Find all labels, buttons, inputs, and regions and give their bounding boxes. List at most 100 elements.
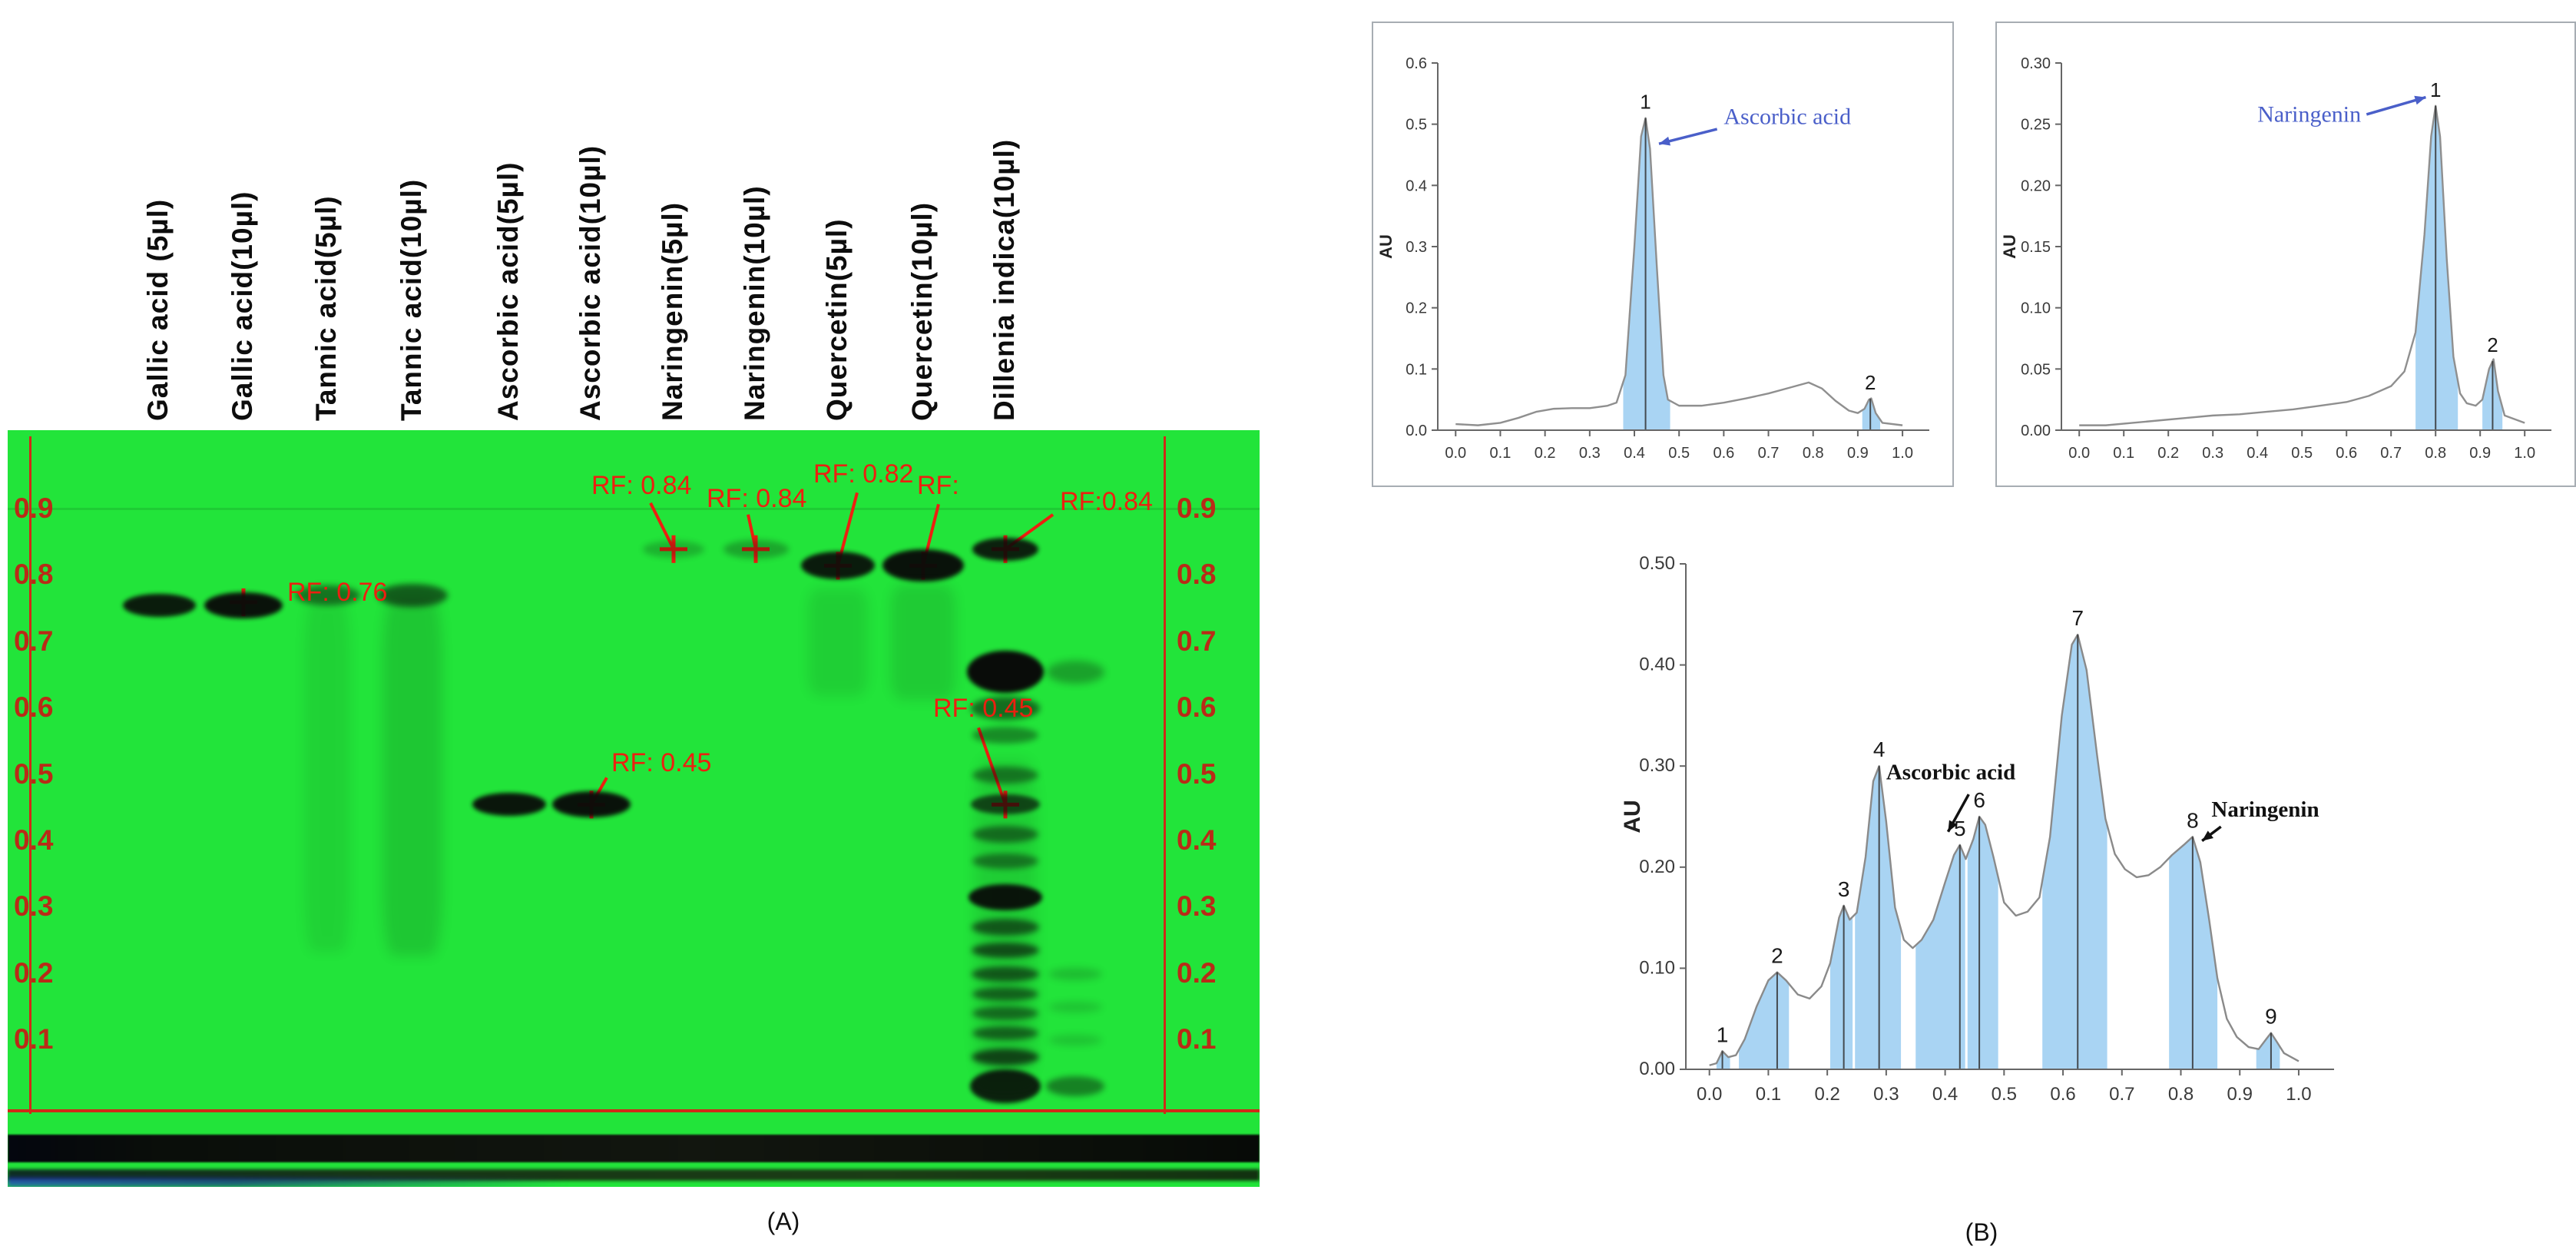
lane-label: Naringenin(10µl) <box>739 185 770 421</box>
x-tick-label: 0.9 <box>1847 445 1869 462</box>
y-tick-label: 0.0 <box>1406 423 1427 439</box>
rf-scale-label: 0.1 <box>1177 1023 1217 1055</box>
x-tick-label: 0.6 <box>1713 445 1734 462</box>
lane-label: Quercetin(10µl) <box>906 201 938 421</box>
tlc-smear <box>382 594 442 956</box>
tlc-band <box>472 793 546 817</box>
tlc-band <box>1048 1001 1102 1012</box>
rf-scale-label: 0.6 <box>14 691 54 724</box>
x-tick-label: 0.1 <box>1490 445 1511 462</box>
peak-number-label: 6 <box>1973 788 1985 812</box>
lane-label: Gallic acid(10µl) <box>227 191 258 422</box>
compound-annotation: Naringenin <box>2211 797 2319 822</box>
plate-left-line <box>29 436 31 1114</box>
peak-number-label: 5 <box>1954 817 1966 840</box>
x-tick-label: 0.0 <box>1445 445 1466 462</box>
y-tick-label: 0.40 <box>1639 655 1675 675</box>
x-tick-label: 0.1 <box>1756 1084 1781 1105</box>
peak-fill-region <box>2256 1032 2280 1069</box>
y-tick-label: 0.4 <box>1406 177 1427 194</box>
tlc-band <box>972 986 1038 1001</box>
tlc-band <box>882 549 964 582</box>
peak-number-label: 2 <box>2487 333 2498 356</box>
compound-annotation: Ascorbic acid <box>1886 760 2015 784</box>
chromatogram-ascorbic-standard: 1 2 0.0 0.1 0.2 0.3 0.4 0.5 0.6 0.0 0.1 0.2 0.3 0.4 0.… <box>1372 22 1954 487</box>
x-tick-label: 0.7 <box>2380 445 2402 462</box>
x-tick-label: 0.0 <box>2068 445 2090 462</box>
x-tick-label: 1.0 <box>1892 445 1913 462</box>
solvent-front-line <box>8 508 1260 510</box>
y-axis-title: AU <box>2000 234 2019 259</box>
rf-scale-label: 0.2 <box>14 956 54 989</box>
signal-curve <box>2079 104 2525 426</box>
x-tick-label: 0.2 <box>2157 445 2179 462</box>
peak-number-label: 8 <box>2187 808 2199 832</box>
tlc-band <box>1048 967 1102 980</box>
tlc-band <box>377 584 448 608</box>
rf-scale-label: 0.3 <box>14 890 54 923</box>
tlc-band <box>801 552 875 580</box>
x-tick-label: 0.0 <box>1697 1084 1722 1105</box>
rf-scale-label: 0.8 <box>1177 558 1217 591</box>
y-tick-label: 0.3 <box>1406 239 1427 256</box>
peak-fill-region <box>1829 905 1853 1069</box>
peak-number-label: 4 <box>1873 737 1886 761</box>
tlc-band <box>970 1069 1041 1104</box>
tlc-band <box>972 537 1038 561</box>
tlc-band <box>294 585 360 606</box>
tlc-band <box>122 594 196 618</box>
peak-fill-region <box>1739 972 1790 1069</box>
peak-number-label: 3 <box>1838 877 1850 901</box>
tlc-band <box>1046 660 1104 684</box>
y-tick-label: 0.10 <box>2021 300 2051 317</box>
chromatogram-svg: 1 2 0.0 0.1 0.2 0.3 0.4 0.5 0.6 0.0 0.1 0.2 0.3 0.4 0.… <box>1376 55 1929 462</box>
peak-number-label: 1 <box>2430 78 2441 101</box>
y-tick-label: 0.1 <box>1406 361 1427 378</box>
y-tick-label: 0.25 <box>2021 117 2051 134</box>
x-tick-label: 0.3 <box>1873 1084 1899 1105</box>
peak-number-label: 9 <box>2265 1005 2277 1029</box>
peak-fill-region <box>1623 118 1670 430</box>
tlc-smear <box>891 584 955 700</box>
rf-scale-label: 0.5 <box>1177 757 1217 790</box>
rf-scale-label: 0.1 <box>14 1023 54 1055</box>
lane-label: Tannic acid(5µl) <box>310 195 342 421</box>
y-tick-label: 0.6 <box>1406 55 1427 72</box>
x-tick-label: 0.8 <box>2168 1084 2194 1105</box>
lane-label: Dillenia indica(10µl) <box>988 138 1020 421</box>
tlc-band <box>204 592 283 619</box>
x-tick-label: 0.3 <box>2202 445 2223 462</box>
x-tick-label: 0.4 <box>1932 1084 1958 1105</box>
compound-annotation: Ascorbic acid <box>1723 104 1851 130</box>
x-tick-label: 0.5 <box>1992 1084 2017 1105</box>
tlc-band <box>972 966 1039 982</box>
rf-scale-label: 0.2 <box>1177 956 1217 989</box>
peak-number-label: 1 <box>1717 1022 1729 1046</box>
peak-number-label: 2 <box>1865 371 1876 394</box>
tlc-band <box>972 826 1038 843</box>
tlc-band <box>971 697 1040 721</box>
x-tick-label: 0.4 <box>2247 445 2268 462</box>
rf-annotation-label: RF: <box>917 471 959 501</box>
tlc-band <box>972 853 1038 869</box>
x-tick-label: 0.6 <box>2050 1084 2075 1105</box>
tlc-band <box>1048 1035 1102 1046</box>
tlc-band <box>643 540 704 558</box>
blue-streak <box>8 1178 571 1187</box>
peak-fill-region <box>1967 817 1998 1069</box>
x-tick-label: 1.0 <box>2514 445 2535 462</box>
peak-number-label: 7 <box>2071 606 2084 630</box>
lane-label: Ascorbic acid(10µl) <box>574 144 606 421</box>
peak-fill-region <box>1855 766 1902 1069</box>
signal-curve <box>1455 117 1903 426</box>
tlc-plate: 0.9 0.9 0.8 0.8 0.7 0.7 0.6 0.6 0.5 0.5 0.4 0.4 0.3 0… <box>8 430 1260 1187</box>
tlc-band <box>552 791 631 818</box>
panel-a-caption: (A) <box>767 1208 800 1235</box>
x-tick-label: 0.5 <box>1668 445 1690 462</box>
x-tick-label: 0.3 <box>1579 445 1601 462</box>
plate-right-line <box>1164 436 1166 1114</box>
x-tick-label: 0.8 <box>2425 445 2446 462</box>
rf-scale-label: 0.3 <box>1177 890 1217 923</box>
compound-annotation: Naringenin <box>2257 101 2361 127</box>
tlc-band <box>972 1006 1038 1021</box>
